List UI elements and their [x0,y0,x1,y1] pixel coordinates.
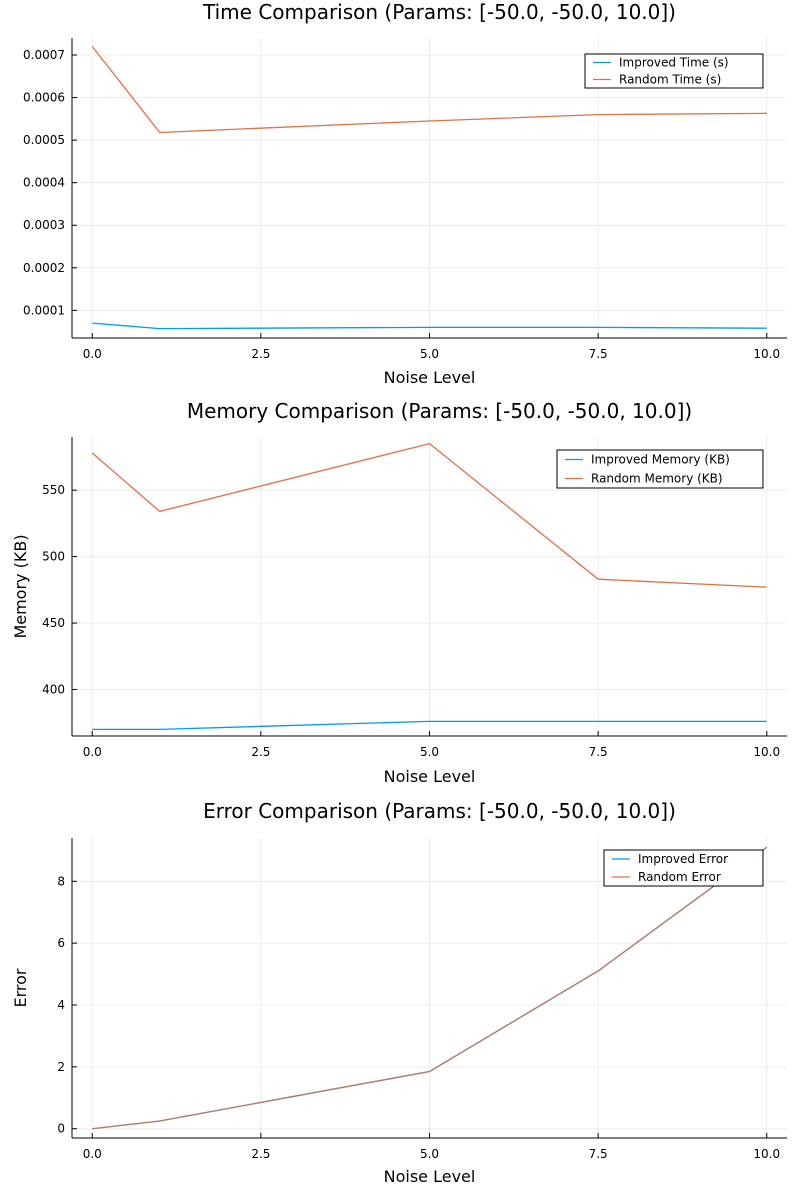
legend-box [603,849,764,887]
y-tick-label: 500 [42,550,65,564]
x-axis-label: Noise Level [384,368,476,387]
x-axis-label: Noise Level [384,767,476,786]
series-line-1 [92,720,767,731]
series-line-1 [92,322,767,330]
series-line-2 [91,46,767,134]
y-tick-label: 0.0006 [23,91,65,105]
legend: Improved Time (s) Random Time (s) [584,53,764,89]
y-tick-label: 0.0001 [23,303,65,317]
x-tick-label: 0.0 [83,745,102,759]
chart-title: Memory Comparison (Params: [-50.0, -50.0… [187,399,692,423]
legend-box [584,53,764,89]
y-tick-label: 550 [42,483,65,497]
x-tick-label: 10.0 [753,745,780,759]
x-tick-label: 7.5 [589,1147,608,1161]
x-tick-label: 0.0 [83,1147,102,1161]
x-tick-label: 5.0 [420,347,439,361]
y-tick-label: 450 [42,616,65,630]
y-axis-label: Error [11,968,30,1007]
x-tick-label: 2.5 [251,745,270,759]
y-tick-label: 400 [42,682,65,696]
chart-title: Error Comparison (Params: [-50.0, -50.0,… [203,799,676,823]
x-tick-label: 7.5 [589,745,608,759]
y-tick-label: 6 [57,936,65,950]
y-tick-label: 4 [57,998,65,1012]
x-tick-label: 10.0 [753,347,780,361]
y-tick-label: 0.0004 [23,176,65,190]
x-tick-label: 0.0 [83,347,102,361]
y-tick-label: 2 [57,1060,65,1074]
y-tick-label: 0 [57,1122,65,1136]
legend-entry: Random Memory (KB) [591,472,723,486]
legend-entry: Random Error [638,870,721,884]
chart-3: 0.0 2.5 5.0 7.5 10.0 0 2 4 6 8 Error Comparison (P… [11,799,787,1186]
x-tick-label: 5.0 [420,1147,439,1161]
y-tick-label: 8 [57,874,65,888]
legend-entry: Improved Time (s) [619,56,729,70]
y-tick-label: 0.0007 [23,48,65,62]
x-tick-label: 5.0 [420,745,439,759]
legend-entry: Random Time (s) [619,73,721,87]
series-line-2 [91,442,767,588]
chart-1: 0.0 2.5 5.0 7.5 10.0 0.0001 0.0002 0.0003 0.0004… [23,0,787,387]
legend-entry: Improved Error [638,852,728,866]
x-tick-label: 2.5 [251,347,270,361]
x-tick-label: 7.5 [589,347,608,361]
y-tick-label: 0.0002 [23,261,65,275]
series-line-2 [92,846,768,1130]
y-axis-label: Memory (KB) [11,534,30,638]
x-tick-label: 2.5 [251,1147,270,1161]
x-tick-label: 10.0 [753,1147,780,1161]
legend: Improved Memory (KB) Random Memory (KB) [556,449,764,489]
chart-2: 0.0 2.5 5.0 7.5 10.0 400 450 500 550 Memory Compa… [11,399,787,786]
legend-box [556,449,764,489]
legend: Improved Error Random Error [603,849,764,887]
chart-title: Time Comparison (Params: [-50.0, -50.0, … [202,0,676,24]
x-axis-label: Noise Level [384,1167,476,1186]
y-tick-label: 0.0003 [23,218,65,232]
y-tick-label: 0.0005 [23,133,65,147]
legend-entry: Improved Memory (KB) [591,453,730,467]
